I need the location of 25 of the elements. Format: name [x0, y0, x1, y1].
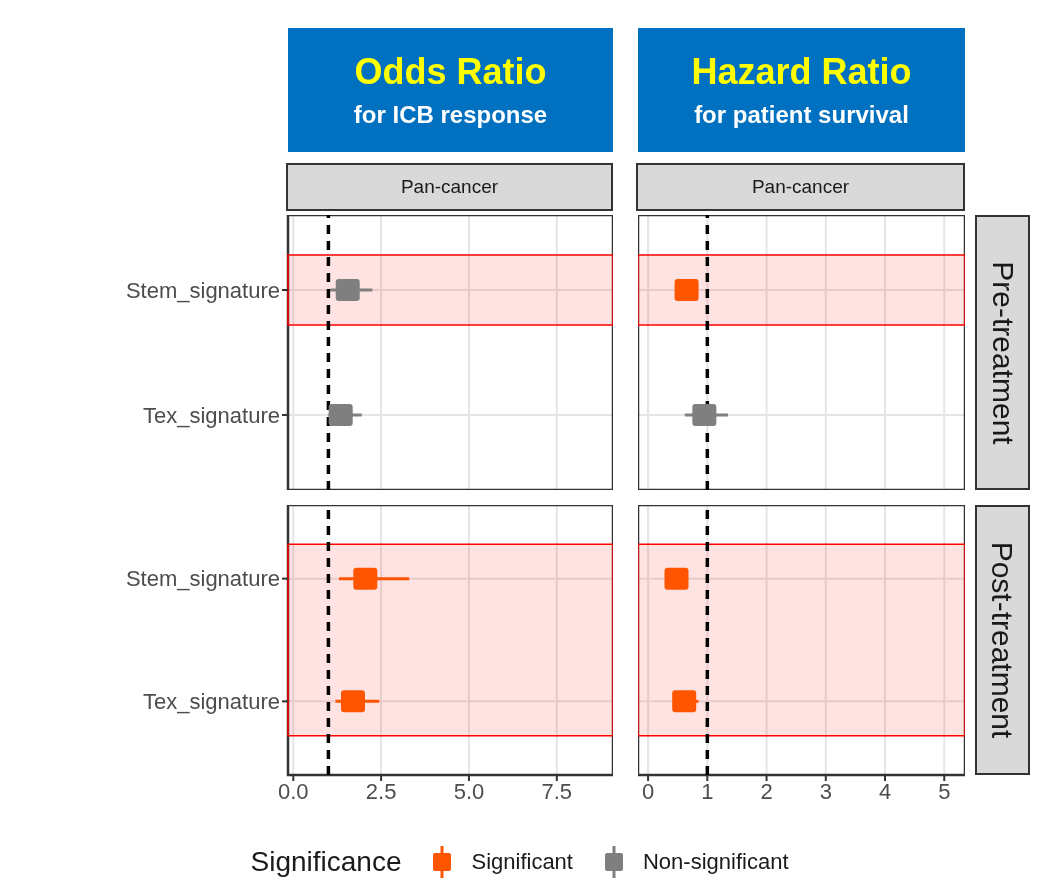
- x-tick-label: 4: [878, 778, 892, 804]
- x-tick-label: 5: [938, 778, 951, 804]
- y-tick-label: Stem_signature: [125, 566, 280, 592]
- x-tick-label: 3: [819, 778, 832, 804]
- legend-label: Significant: [470, 848, 573, 876]
- y2-axis-title: Post-treatment: [985, 541, 1020, 739]
- x-tick-label: 0.0: [277, 778, 309, 804]
- y2-axis-title: Pre-treatment: [985, 260, 1020, 445]
- x-tick-label: 0: [641, 778, 655, 804]
- legend-title: Significance: [250, 846, 402, 878]
- chart-title: Hazard Ratio: [690, 51, 913, 93]
- chart-subtitle: for patient survival: [693, 101, 910, 129]
- text: Pan-cancer: [286, 163, 613, 211]
- text: Pan-cancer: [636, 163, 965, 211]
- chart-title: Odds Ratio: [353, 51, 548, 93]
- y-tick-label: Tex_signature: [143, 689, 280, 715]
- x-tick-label: 7.5: [541, 778, 573, 804]
- x-tick-label: 2.5: [365, 778, 397, 804]
- y-tick-label: Tex_signature: [143, 402, 280, 428]
- x-tick-label: 5.0: [453, 778, 485, 804]
- y-tick-label: Stem_signature: [125, 277, 280, 303]
- chart-subtitle: for ICB response: [352, 101, 549, 129]
- x-tick-label: 2: [760, 778, 773, 804]
- x-tick-label: 1: [701, 778, 714, 804]
- legend-label: Non-significant: [642, 848, 789, 876]
